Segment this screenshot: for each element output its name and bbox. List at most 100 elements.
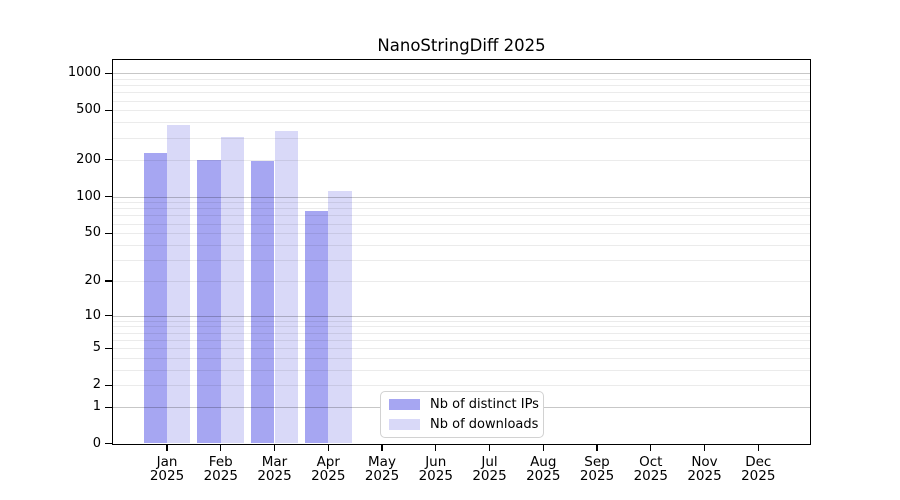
legend-item-distinct-ips: Nb of distinct IPs xyxy=(389,397,543,412)
x-tick-jul-2025 xyxy=(488,444,491,451)
x-tick-year: 2025 xyxy=(687,468,722,484)
x-tick-dec-2025 xyxy=(757,444,759,451)
x-tick-year: 2025 xyxy=(472,468,507,484)
minor-gridline-20 xyxy=(113,280,810,282)
minor-gridline-4 xyxy=(113,358,810,360)
y-tick-100 xyxy=(105,195,112,198)
minor-gridline-8 xyxy=(113,326,810,328)
major-gridline-10 xyxy=(113,315,810,317)
x-tick-jun-2025 xyxy=(435,444,437,451)
bar-downloads-jan-2025 xyxy=(167,125,191,444)
x-tick-year: 2025 xyxy=(364,468,400,484)
minor-gridline-50 xyxy=(113,233,810,235)
x-tick-nov-2025 xyxy=(703,444,706,451)
x-tick-oct-2025 xyxy=(650,444,652,451)
x-tick-month: Nov xyxy=(691,453,718,470)
y-tick-2 xyxy=(105,384,112,387)
x-tick-month: Oct xyxy=(639,453,663,470)
y-tick-50 xyxy=(105,232,112,234)
minor-gridline-40 xyxy=(113,244,810,246)
x-tick-year: 2025 xyxy=(311,468,346,484)
x-tick-label-mar-2025: Mar 2025 xyxy=(243,453,307,484)
x-tick-sep-2025 xyxy=(596,444,598,451)
minor-gridline-70 xyxy=(113,215,810,217)
minor-gridline-400 xyxy=(113,122,810,124)
x-tick-month: Jan xyxy=(156,453,178,470)
bar-downloads-mar-2025 xyxy=(274,131,298,444)
x-tick-label-jun-2025: Jun 2025 xyxy=(404,453,468,484)
x-tick-may-2025 xyxy=(381,444,383,451)
x-tick-month: Apr xyxy=(316,453,340,470)
x-tick-month: Dec xyxy=(745,453,772,470)
x-tick-month: Sep xyxy=(584,453,610,470)
x-tick-label-oct-2025: Oct 2025 xyxy=(619,453,683,484)
y-tick-1 xyxy=(105,406,112,408)
x-tick-aug-2025 xyxy=(542,444,544,451)
y-tick-500 xyxy=(105,109,112,112)
x-tick-year: 2025 xyxy=(633,468,668,484)
minor-gridline-5 xyxy=(113,348,810,350)
x-tick-jan-2025 xyxy=(166,444,168,451)
chart-title: NanoStringDiff 2025 xyxy=(377,36,546,55)
bar-downloads-apr-2025 xyxy=(328,190,352,444)
x-tick-year: 2025 xyxy=(526,468,561,484)
bar-ips-mar-2025 xyxy=(251,160,275,444)
minor-gridline-800 xyxy=(113,85,810,87)
x-tick-apr-2025 xyxy=(327,444,329,451)
major-gridline-100 xyxy=(113,196,810,198)
y-tick-label-10: 10 xyxy=(84,307,101,323)
legend: Nb of distinct IPs Nb of downloads xyxy=(380,391,544,438)
minor-gridline-900 xyxy=(113,78,810,80)
y-tick-1000 xyxy=(105,72,112,74)
y-tick-label-1000: 1000 xyxy=(67,65,101,81)
x-tick-label-aug-2025: Aug 2025 xyxy=(511,453,575,484)
bar-ips-jan-2025 xyxy=(143,152,167,444)
minor-gridline-9 xyxy=(113,320,810,322)
x-tick-month: Mar xyxy=(261,453,288,470)
minor-gridline-200 xyxy=(113,159,810,161)
minor-gridline-60 xyxy=(113,223,810,225)
x-tick-month: Jul xyxy=(481,453,498,470)
x-tick-label-nov-2025: Nov 2025 xyxy=(673,453,737,484)
bar-ips-feb-2025 xyxy=(197,160,221,444)
x-tick-month: May xyxy=(368,453,396,470)
minor-gridline-3 xyxy=(113,370,810,372)
y-tick-label-2: 2 xyxy=(92,377,101,393)
x-tick-mar-2025 xyxy=(273,444,276,451)
major-gridline-1000 xyxy=(113,73,810,75)
minor-gridline-700 xyxy=(113,92,810,94)
x-tick-year: 2025 xyxy=(149,468,185,484)
x-tick-label-sep-2025: Sep 2025 xyxy=(565,453,629,484)
y-tick-label-0: 0 xyxy=(92,435,101,451)
x-tick-month: Jun xyxy=(425,453,447,470)
y-tick-10 xyxy=(105,314,112,317)
x-tick-label-dec-2025: Dec 2025 xyxy=(726,453,790,484)
legend-item-downloads: Nb of downloads xyxy=(389,417,543,432)
x-tick-month: Feb xyxy=(208,453,233,470)
bar-downloads-feb-2025 xyxy=(220,136,245,444)
minor-gridline-600 xyxy=(113,100,810,102)
minor-gridline-7 xyxy=(113,332,810,334)
x-tick-year: 2025 xyxy=(418,468,453,484)
y-tick-label-500: 500 xyxy=(76,102,101,118)
bar-ips-apr-2025 xyxy=(304,211,329,444)
x-tick-year: 2025 xyxy=(579,468,615,484)
x-tick-feb-2025 xyxy=(220,444,222,451)
x-tick-label-apr-2025: Apr 2025 xyxy=(296,453,360,484)
x-tick-year: 2025 xyxy=(741,468,776,484)
minor-gridline-90 xyxy=(113,202,810,204)
y-tick-label-1: 1 xyxy=(92,399,101,415)
y-tick-label-100: 100 xyxy=(76,188,101,204)
legend-swatch-distinct-ips xyxy=(389,399,420,410)
minor-gridline-30 xyxy=(113,259,810,261)
y-tick-5 xyxy=(105,347,112,349)
y-tick-label-20: 20 xyxy=(84,272,101,288)
minor-gridline-80 xyxy=(113,208,810,210)
x-tick-label-jan-2025: Jan 2025 xyxy=(135,453,199,484)
y-tick-label-5: 5 xyxy=(92,340,101,356)
x-tick-year: 2025 xyxy=(257,468,292,484)
x-tick-month: Aug xyxy=(530,453,557,470)
minor-gridline-2 xyxy=(113,385,810,387)
x-tick-label-feb-2025: Feb 2025 xyxy=(189,453,253,484)
